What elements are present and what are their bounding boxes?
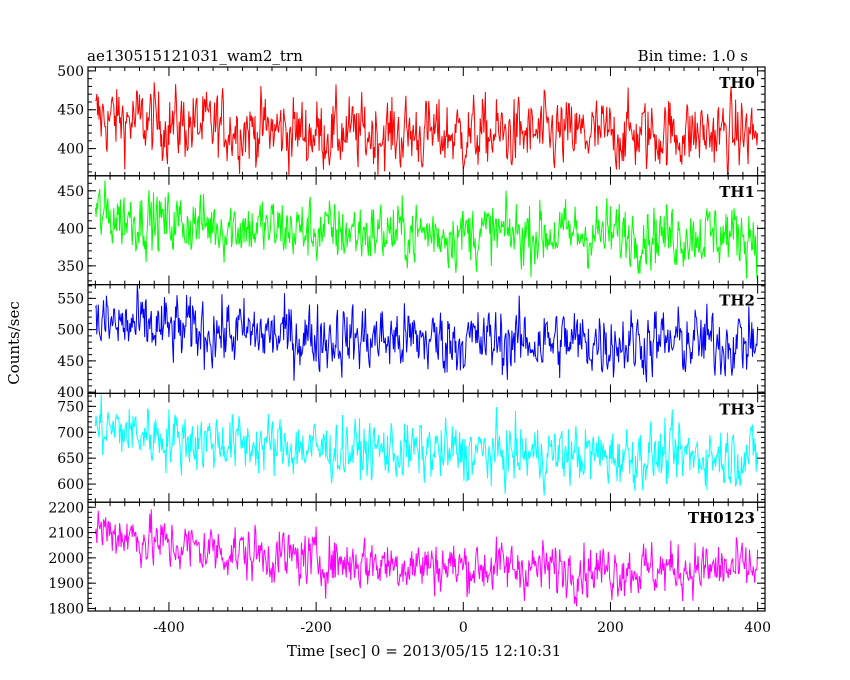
panel-label-th0: TH0 — [719, 74, 755, 92]
panel-th3: 600 650 700 750 TH3 — [57, 392, 766, 503]
panel-th1: 350 400 450 TH1 — [57, 175, 766, 286]
y-tick-label: 2000 — [48, 551, 84, 567]
panel-label-th3: TH3 — [719, 400, 755, 418]
x-tick-label: 200 — [597, 620, 624, 636]
series-th0 — [95, 82, 759, 176]
panel-frame-th0123 — [87, 501, 766, 612]
bin-time-label: Bin time: 1.0 s — [638, 47, 748, 65]
y-tick-label: 750 — [57, 399, 84, 415]
x-axis-label: Time [sec] 0 = 2013/05/15 12:10:31 — [287, 642, 561, 660]
y-tick-label: 500 — [57, 64, 84, 80]
y-tick-label: 450 — [57, 184, 84, 200]
panel-group: 400 450 500 TH0 350 400 450 TH1 400 450 500 550 TH2 6… — [48, 64, 771, 636]
y-tick-label: 2100 — [48, 526, 84, 542]
x-tick-label: 400 — [744, 620, 771, 636]
series-th3 — [94, 393, 759, 496]
panel-th0123: 1800 1900 2000 2100 2200 TH0123 — [48, 500, 766, 617]
y-tick-label: 1900 — [48, 576, 84, 592]
panel-th2: 400 450 500 550 TH2 — [57, 284, 766, 401]
panel-label-th2: TH2 — [719, 292, 755, 310]
y-tick-label: 400 — [57, 221, 84, 237]
x-tick-label: -200 — [300, 620, 331, 636]
y-tick-label: 350 — [57, 259, 84, 275]
y-tick-label: 700 — [57, 425, 84, 441]
series-th2 — [94, 284, 759, 383]
panel-label-th1: TH1 — [719, 183, 755, 201]
y-tick-label: 1800 — [48, 601, 84, 617]
y-tick-label: 500 — [57, 323, 84, 339]
y-tick-label: 650 — [57, 451, 84, 467]
panel-th0: 400 450 500 TH0 — [57, 64, 766, 177]
y-tick-label: 450 — [57, 103, 84, 119]
y-tick-label: 550 — [57, 291, 84, 307]
y-tick-label: 2200 — [48, 500, 84, 516]
y-tick-label: 400 — [57, 385, 84, 401]
y-axis-label: Counts/sec — [5, 301, 23, 385]
x-tick-label: 0 — [459, 620, 468, 636]
y-tick-label: 600 — [57, 477, 84, 493]
y-tick-label: 400 — [57, 142, 84, 158]
series-th0123 — [94, 509, 759, 607]
x-tick-label: -400 — [153, 620, 184, 636]
series-th1 — [94, 180, 759, 279]
y-tick-label: 450 — [57, 354, 84, 370]
observation-title: ae130515121031_wam2_trn — [87, 47, 303, 65]
panel-label-th0123: TH0123 — [688, 509, 755, 527]
